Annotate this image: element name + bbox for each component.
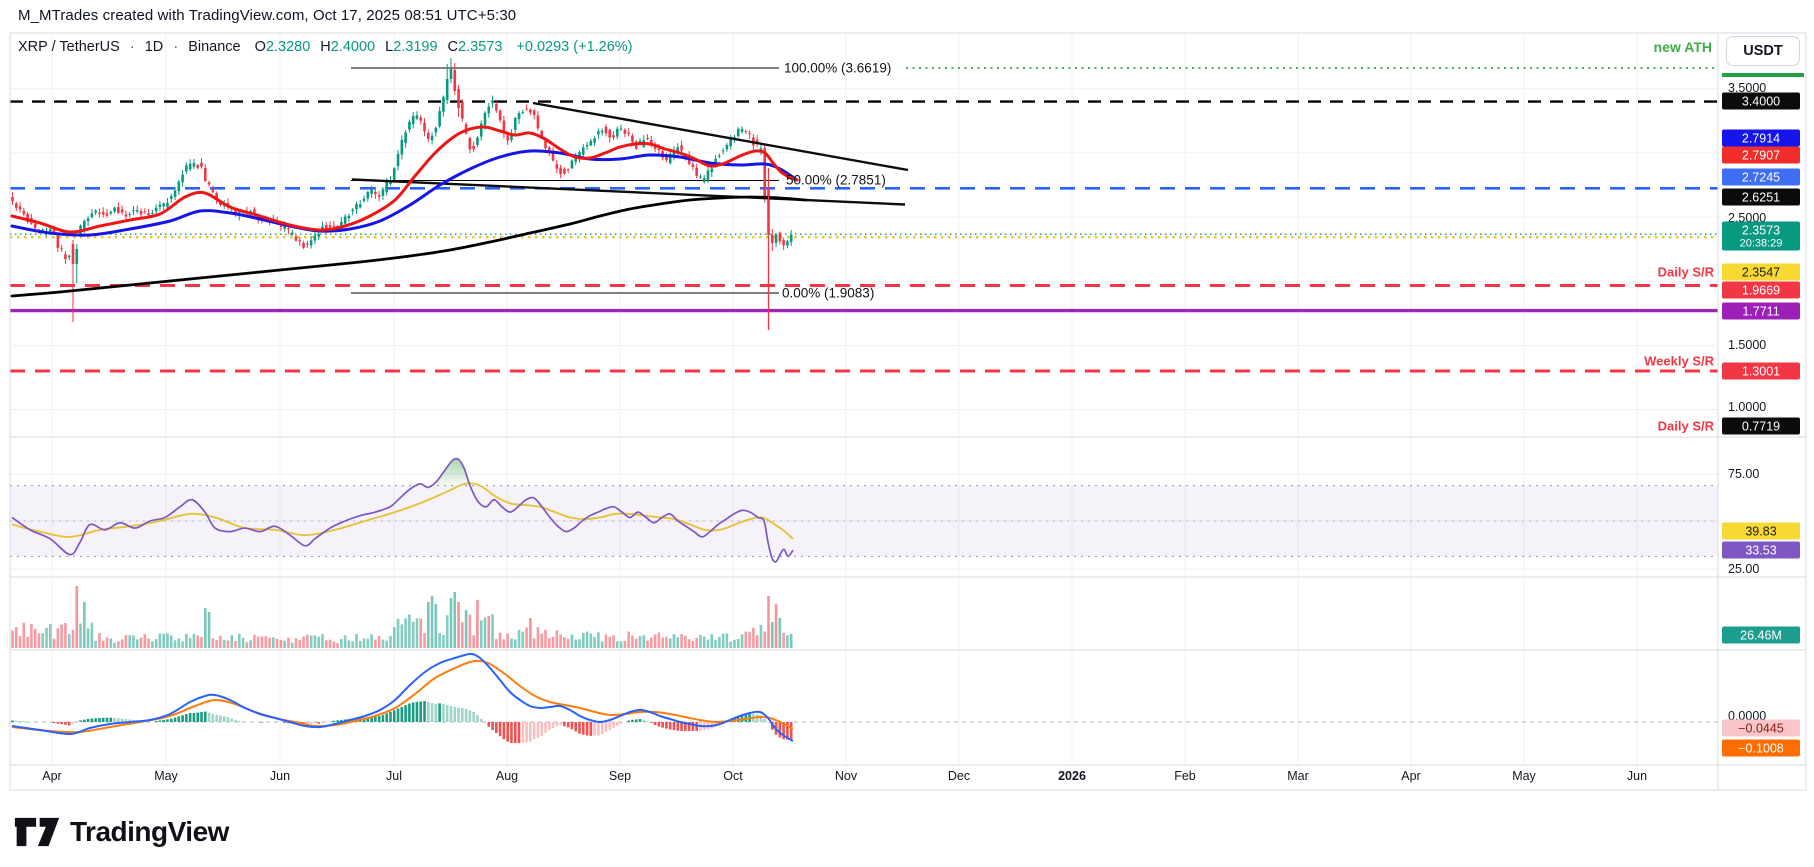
price-scale-tick: 25.00 — [1728, 562, 1760, 576]
ohlc-key: C — [447, 39, 459, 55]
price-scale-tick: 1.0000 — [1728, 400, 1767, 414]
price-scale-label: 2.3547 — [1722, 263, 1800, 281]
price-scale-label: 1.7711 — [1722, 302, 1800, 320]
price-scale-label: 2.3573 20:38:29 — [1722, 221, 1800, 251]
ohlc-key: H — [320, 39, 331, 55]
rsi-indicator — [11, 457, 794, 563]
tradingview-logo[interactable]: TradingView — [14, 812, 229, 852]
price-scale-label: 3.4000 — [1722, 92, 1800, 110]
price-scale-label: 33.53 — [1722, 541, 1800, 559]
price-scale-label: 2.7914 — [1722, 129, 1800, 147]
change-label: +0.0293 (+1.26%) — [516, 39, 633, 55]
ohlc-value: 2.3573 — [458, 39, 503, 55]
tradingview-logo-text: TradingView — [70, 816, 229, 847]
attribution-text: M_MTrades created with TradingView.com, … — [18, 7, 517, 24]
support-resistance-label: Daily S/R — [1657, 418, 1714, 434]
countdown-timer: 20:38:29 — [1739, 237, 1783, 249]
support-resistance-label: Weekly S/R — [1644, 353, 1714, 369]
panel-borders — [9, 32, 1807, 791]
price-scale-label: 2.7245 — [1722, 168, 1800, 186]
price-scale-label: 1.3001 — [1722, 362, 1800, 380]
support-resistance-label: Daily S/R — [1657, 264, 1714, 280]
symbol-legend[interactable]: XRP / TetherUS · 1D · Binance O2.3280 H2.… — [18, 39, 633, 55]
tradingview-logo-icon — [14, 817, 60, 847]
ohlc-value: 2.4000 — [330, 39, 376, 55]
price-scale-label: 2.7907 — [1722, 146, 1800, 164]
candlesticks — [11, 58, 793, 322]
price-scale-tick: 1.5000 — [1728, 338, 1767, 352]
ohlc-value: 2.3280 — [265, 39, 311, 55]
moving-averages — [10, 125, 808, 298]
fib-level-label: 0.00% (1.9083) — [782, 285, 875, 301]
price-scale-tick: 75.00 — [1728, 467, 1760, 481]
price-scale-label: −0.1008 — [1722, 739, 1800, 757]
exchange-label: Binance — [188, 39, 241, 55]
legend-separator: · — [173, 39, 179, 55]
price-scale-label: −0.0445 — [1722, 719, 1800, 737]
price-scale-tick: 3.5000 — [1728, 81, 1767, 95]
symbol-title[interactable]: XRP / TetherUS — [18, 39, 120, 55]
volume-bars — [11, 586, 793, 648]
ohlc-value: 2.3199 — [393, 39, 438, 55]
currency-toggle-button[interactable]: USDT — [1726, 36, 1800, 66]
price-scale-label: 39.83 — [1722, 522, 1800, 540]
ohlc-key: L — [385, 39, 394, 55]
price-scale-label: 0.7719 — [1722, 417, 1800, 435]
key-levels — [10, 100, 1718, 373]
fib-level-label: 50.00% (2.7851) — [786, 172, 886, 188]
legend-separator: · — [129, 39, 135, 55]
gridlines — [10, 33, 1718, 765]
price-scale-label: 2.6251 — [1722, 188, 1800, 206]
price-scale-label: 1.9669 — [1722, 281, 1800, 299]
macd-indicator — [11, 652, 794, 742]
ohlc-values: O2.3280 H2.4000 L2.3199 C2.3573 — [245, 39, 503, 55]
chart-area: XRP / TetherUS · 1D · Binance O2.3280 H2.… — [9, 0, 1814, 800]
price-axis[interactable]: 3.5000 3.4000 2.7914 2.7907 2.7245 2.6251 2.50… — [1720, 0, 1814, 800]
price-scale-accent-bar — [1722, 73, 1804, 77]
price-scale-label: 26.46M — [1722, 626, 1800, 644]
fib-level-label: 100.00% (3.6619) — [784, 60, 892, 76]
rsi-overbought-fill — [431, 459, 469, 486]
ohlc-key: O — [254, 39, 266, 55]
new-ath-label: new ATH — [1653, 39, 1712, 55]
rsi-band — [10, 485, 1718, 557]
interval-label[interactable]: 1D — [144, 39, 164, 55]
